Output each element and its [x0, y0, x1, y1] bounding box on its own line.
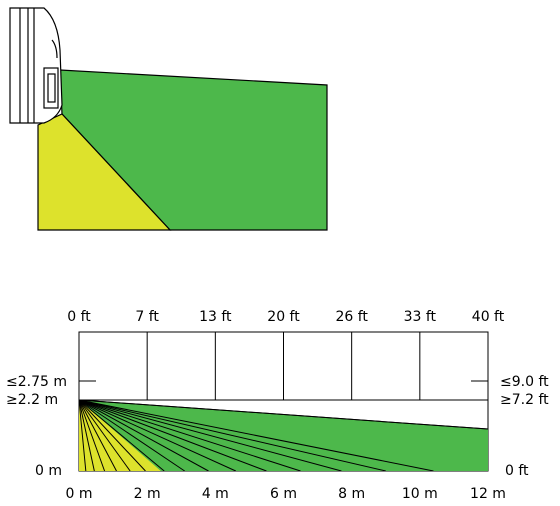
bottom-tick-label: 6 m	[270, 486, 297, 502]
right-min-height-label: ≥7.2 ft	[500, 392, 549, 408]
left-floor-label: 0 m	[35, 463, 62, 479]
top-tick-label: 33 ft	[404, 309, 437, 325]
bottom-tick-label: 2 m	[134, 486, 161, 502]
far-coverage-zone	[79, 400, 488, 471]
bottom-tick-label: 10 m	[402, 486, 438, 502]
top-axis-labels-ft: 0 ft 7 ft 13 ft 20 ft 26 ft 33 ft 40 ft	[67, 309, 504, 325]
detection-ray	[78, 399, 434, 472]
bottom-axis-labels-m: 0 m 2 m 4 m 6 m 8 m 10 m 12 m	[66, 486, 506, 502]
bottom-tick-label: 0 m	[66, 486, 93, 502]
detection-ray	[78, 399, 301, 472]
top-tick-label: 0 ft	[67, 309, 91, 325]
top-tick-label: 20 ft	[267, 309, 300, 325]
detection-ray	[78, 399, 146, 472]
top-tick-label: 7 ft	[135, 309, 159, 325]
detection-ray	[78, 399, 117, 472]
bottom-tick-label: 4 m	[202, 486, 229, 502]
detection-ray	[78, 399, 185, 472]
top-tick-label: 26 ft	[335, 309, 368, 325]
top-illustration	[9, 7, 328, 231]
detection-ray	[78, 399, 106, 472]
detection-ray	[78, 399, 267, 472]
mount-height-markers	[79, 380, 488, 401]
detection-rays	[78, 399, 489, 472]
bottom-tick-label: 12 m	[470, 486, 506, 502]
vertical-gridlines	[146, 332, 421, 400]
detection-ray	[78, 399, 209, 472]
detection-ray	[78, 399, 342, 472]
right-floor-label: 0 ft	[505, 463, 529, 479]
right-max-height-label: ≤9.0 ft	[500, 374, 549, 390]
bottom-tick-label: 8 m	[338, 486, 365, 502]
top-tick-label: 40 ft	[472, 309, 505, 325]
left-min-height-label: ≥2.2 m	[6, 392, 58, 408]
detection-ray	[78, 399, 131, 472]
motion-detector-sensor-icon	[9, 7, 63, 124]
coverage-zones	[79, 400, 488, 471]
detection-ray	[78, 399, 87, 472]
coverage-top-edge	[78, 399, 489, 430]
detection-ray	[78, 399, 165, 472]
top-tick-label: 13 ft	[199, 309, 232, 325]
detection-ray	[78, 399, 236, 472]
near-coverage-zone	[79, 400, 161, 471]
detection-ray	[78, 399, 95, 472]
detection-ray	[78, 399, 386, 472]
left-max-height-label: ≤2.75 m	[6, 374, 67, 390]
